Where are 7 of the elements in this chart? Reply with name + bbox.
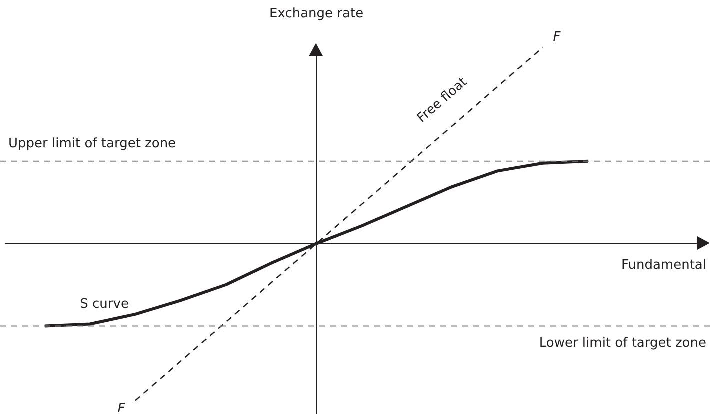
ref-line-label: Lower limit of target zone: [539, 336, 706, 352]
series-label: S curve: [80, 297, 129, 312]
y-axis-title: Exchange rate: [270, 6, 364, 22]
x-axis-title: Fundamental: [621, 258, 707, 273]
text: F: [553, 30, 562, 46]
text: F: [118, 401, 126, 414]
ref-line-label: Upper limit of target zone: [8, 136, 176, 152]
